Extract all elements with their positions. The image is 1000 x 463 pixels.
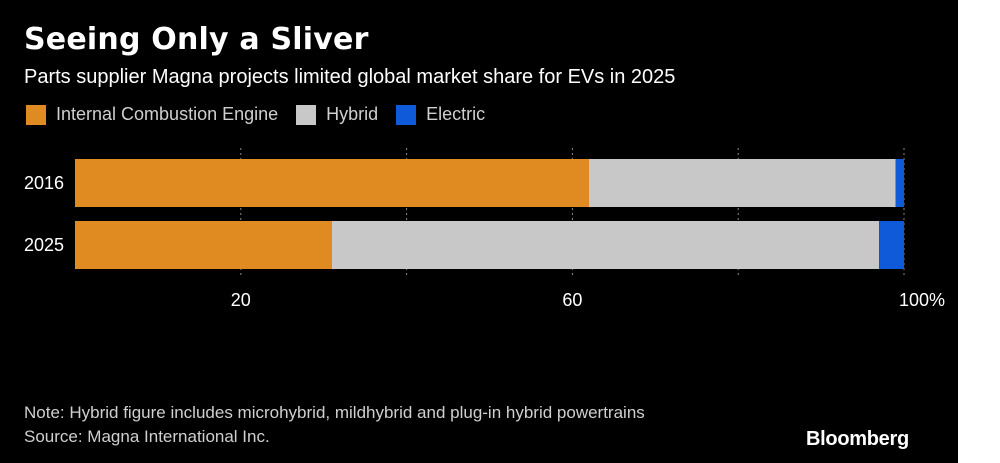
chart-note: Note: Hybrid figure includes microhybrid…: [24, 403, 645, 422]
bloomberg-logo: Bloomberg: [806, 428, 909, 450]
category-label-2016: 2016: [24, 173, 64, 193]
chart-source: Source: Magna International Inc.: [24, 427, 270, 446]
legend-swatch-electric: [396, 104, 417, 125]
chart-subtitle: Parts supplier Magna projects limited gl…: [24, 66, 676, 88]
bar-chart: 2016 2025 20 60 100%: [24, 148, 945, 310]
x-tick-label-20: 20: [231, 290, 251, 310]
chart-canvas: Seeing Only a Sliver Parts supplier Magn…: [0, 0, 958, 463]
bar-2016-internal-combustion-engine: [75, 159, 589, 207]
legend-item-ice: Internal Combustion Engine: [26, 104, 278, 125]
legend-item-hybrid: Hybrid: [296, 104, 378, 125]
legend-swatch-hybrid: [296, 104, 317, 125]
chart-title: Seeing Only a Sliver: [24, 22, 369, 57]
bar-2025-internal-combustion-engine: [75, 221, 332, 269]
category-label-2025: 2025: [24, 235, 64, 255]
x-tick-label-100: 100%: [899, 290, 945, 310]
legend-label-ice: Internal Combustion Engine: [56, 104, 279, 124]
legend-label-electric: Electric: [426, 104, 486, 124]
legend-swatch-ice: [26, 104, 46, 125]
legend-label-hybrid: Hybrid: [326, 104, 379, 124]
bar-2016-hybrid: [588, 159, 896, 207]
bar-2025-electric: [879, 221, 904, 269]
legend-item-electric: Electric: [396, 104, 485, 125]
chart-legend: Internal Combustion Engine Hybrid Electr…: [26, 104, 503, 125]
bar-2016-electric: [895, 159, 904, 207]
x-tick-label-60: 60: [562, 290, 582, 310]
bar-2025-hybrid: [331, 221, 880, 269]
